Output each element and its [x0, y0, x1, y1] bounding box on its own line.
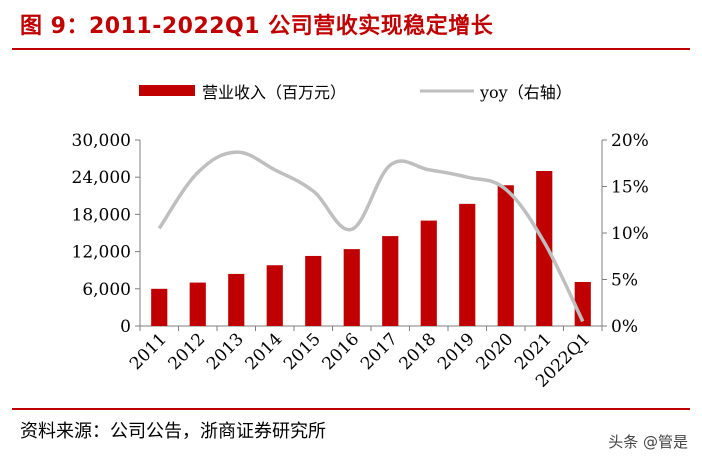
revenue-bar — [420, 220, 437, 326]
title-divider — [12, 48, 690, 50]
x-tick-label: 2018 — [396, 329, 441, 374]
right-axis-tick-label: 0% — [611, 317, 638, 337]
chart-title: 图 9：2011-2022Q1 公司营收实现稳定增长 — [20, 14, 494, 39]
legend-swatch-revenue — [139, 85, 195, 96]
x-tick-label: 2017 — [357, 329, 402, 374]
x-tick-label: 2015 — [280, 329, 325, 374]
x-tick-label: 2014 — [242, 329, 287, 374]
right-axis-tick-label: 15% — [611, 178, 649, 198]
revenue-bar — [151, 288, 168, 326]
revenue-bar — [343, 249, 360, 326]
left-axis-tick-label: 12,000 — [72, 243, 131, 263]
bar-series — [151, 171, 591, 326]
revenue-bar — [266, 265, 283, 326]
left-axis-tick-label: 0 — [120, 317, 131, 337]
line-series — [157, 150, 585, 323]
right-axis-tick-label: 10% — [611, 224, 649, 244]
x-tick-label: 2020 — [473, 329, 518, 374]
revenue-bar — [382, 236, 399, 326]
x-tick-label: 2019 — [434, 329, 479, 374]
revenue-bar — [189, 282, 206, 326]
legend-label-revenue: 营业收入（百万元） — [202, 83, 346, 102]
x-tick-label: 2016 — [319, 329, 364, 374]
x-tick-label: 2011 — [126, 329, 171, 374]
revenue-bar — [536, 171, 553, 326]
yoy-line — [157, 150, 585, 323]
right-axis-tick-label: 5% — [611, 271, 638, 291]
x-tick-label: 2012 — [165, 329, 210, 374]
revenue-bar — [459, 203, 476, 326]
revenue-bar — [497, 185, 514, 326]
x-tick-label: 2013 — [203, 329, 248, 374]
left-axis-tick-label: 6,000 — [82, 280, 131, 300]
source-divider — [12, 408, 690, 410]
revenue-bar — [228, 273, 245, 326]
left-axis-tick-label: 18,000 — [72, 205, 131, 225]
axes: 0 6,000 12,000 18,000 24,000 30,000 0% 5% 10% 15%… — [72, 131, 649, 337]
left-axis-tick-label: 24,000 — [72, 168, 131, 188]
right-axis-tick-label: 20% — [611, 131, 649, 151]
left-axis-tick-label: 30,000 — [72, 131, 131, 151]
source-note: 资料来源：公司公告，浙商证券研究所 — [20, 421, 326, 442]
watermark: 头条 @管是 — [608, 433, 688, 451]
legend: 营业收入（百万元） yoy（右轴） — [139, 83, 572, 102]
legend-label-yoy: yoy（右轴） — [479, 83, 572, 102]
x-tick-labels: 2011201220132014201520162017201820192020… — [126, 329, 594, 391]
revenue-bar — [305, 255, 322, 326]
